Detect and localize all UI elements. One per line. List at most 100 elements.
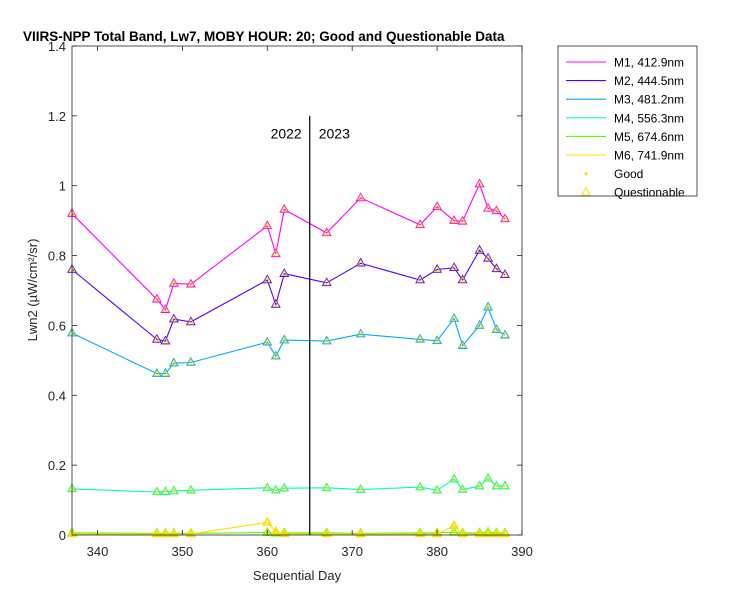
- questionable-marker: [484, 303, 492, 310]
- questionable-marker: [475, 321, 484, 328]
- data-point: [270, 525, 281, 535]
- data-point: [449, 215, 460, 224]
- questionable-marker: [357, 259, 365, 266]
- questionable-marker: [475, 246, 484, 253]
- data-point: [270, 298, 281, 308]
- data-point: [262, 220, 273, 230]
- questionable-marker: [187, 358, 195, 365]
- questionable-marker: [153, 369, 161, 376]
- questionable-marker: [450, 263, 458, 271]
- questionable-marker: [68, 529, 76, 537]
- questionable-marker: [170, 486, 178, 494]
- x-tick-label: 370: [341, 544, 363, 559]
- y-axis: 0 0.2 0.4 0.6 0.8 1 1.2 1.4: [48, 39, 522, 543]
- questionable-marker: [161, 529, 169, 537]
- questionable-marker: [459, 485, 467, 492]
- data-point: [355, 192, 366, 202]
- data-point: [168, 528, 179, 538]
- data-point: [491, 480, 502, 490]
- questionable-marker: [272, 352, 280, 359]
- year-label-right: 2023: [319, 125, 350, 141]
- data-point: [168, 277, 179, 287]
- data-point: [262, 336, 273, 346]
- questionable-marker: [492, 529, 501, 537]
- data-point: [279, 482, 290, 492]
- questionable-marker: [416, 335, 424, 342]
- data-point: [279, 334, 290, 344]
- data-point: [432, 263, 443, 273]
- questionable-marker: [161, 337, 169, 344]
- x-tick-label: 350: [172, 544, 194, 559]
- data-point: [449, 473, 460, 483]
- data-point: [500, 329, 511, 339]
- data-point: [168, 485, 179, 495]
- data-point: [160, 486, 171, 495]
- data-point: [355, 328, 366, 338]
- data-point: [457, 528, 468, 538]
- x-axis: 340 350 360 370 380 390: [87, 46, 533, 559]
- questionable-marker: [501, 529, 509, 537]
- data-point: [321, 335, 332, 345]
- data-point: [449, 262, 460, 272]
- questionable-marker: [475, 482, 484, 489]
- series-line: [71, 182, 506, 311]
- data-point: [270, 350, 281, 360]
- questionable-marker: [459, 276, 467, 283]
- data-point: [168, 313, 179, 323]
- x-tick-label: 380: [426, 544, 448, 559]
- series-m1: [67, 178, 511, 313]
- x-tick-label: 390: [511, 544, 533, 559]
- questionable-marker: [263, 221, 271, 229]
- legend-box: [557, 45, 698, 197]
- data-point: [483, 528, 494, 538]
- data-point: [415, 274, 426, 284]
- plot-frame: [71, 45, 523, 536]
- legend-entry: Questionable: [614, 186, 685, 200]
- data-point: [415, 528, 426, 538]
- data-point: [262, 274, 273, 284]
- questionable-marker: [170, 315, 178, 322]
- series-layer: [67, 178, 511, 538]
- data-point: [474, 480, 485, 490]
- y-tick-label: 1.4: [48, 39, 66, 54]
- data-point: [500, 213, 511, 223]
- data-point: [279, 203, 290, 213]
- data-point: [185, 316, 196, 326]
- questionable-marker: [161, 487, 169, 495]
- data-point: [457, 340, 468, 349]
- data-point: [432, 335, 443, 345]
- data-point: [321, 528, 332, 538]
- data-point: [415, 219, 426, 229]
- data-point: [449, 519, 460, 529]
- questionable-marker: [501, 482, 509, 489]
- questionable-marker: [280, 205, 288, 212]
- data-point: [160, 304, 171, 313]
- data-point: [355, 528, 366, 538]
- questionable-marker: [484, 254, 492, 261]
- data-point: [262, 516, 273, 526]
- questionable-marker: [450, 475, 458, 482]
- questionable-marker: [450, 528, 458, 535]
- questionable-marker: [433, 202, 441, 209]
- year-divider: 2022 2023: [271, 115, 350, 535]
- questionable-marker: [323, 278, 331, 286]
- questionable-marker: [153, 335, 161, 342]
- questionable-marker: [501, 331, 509, 338]
- legend-entry: M3, 481.2nm: [614, 93, 684, 107]
- legend-entry: M4, 556.3nm: [614, 111, 684, 125]
- series-m2: [67, 244, 511, 345]
- data-point: [500, 480, 511, 490]
- questionable-marker: [187, 280, 195, 287]
- data-point: [160, 368, 171, 377]
- y-tick-label: 0.2: [48, 458, 66, 473]
- questionable-marker: [459, 529, 467, 537]
- data-point: [151, 368, 162, 377]
- data-point: [457, 215, 468, 225]
- data-point: [355, 257, 366, 267]
- questionable-marker: [450, 216, 458, 223]
- questionable-marker: [263, 338, 271, 345]
- questionable-marker: [475, 529, 484, 537]
- y-tick-label: 0.8: [48, 249, 66, 264]
- data-point: [279, 268, 290, 277]
- data-point: [355, 483, 366, 493]
